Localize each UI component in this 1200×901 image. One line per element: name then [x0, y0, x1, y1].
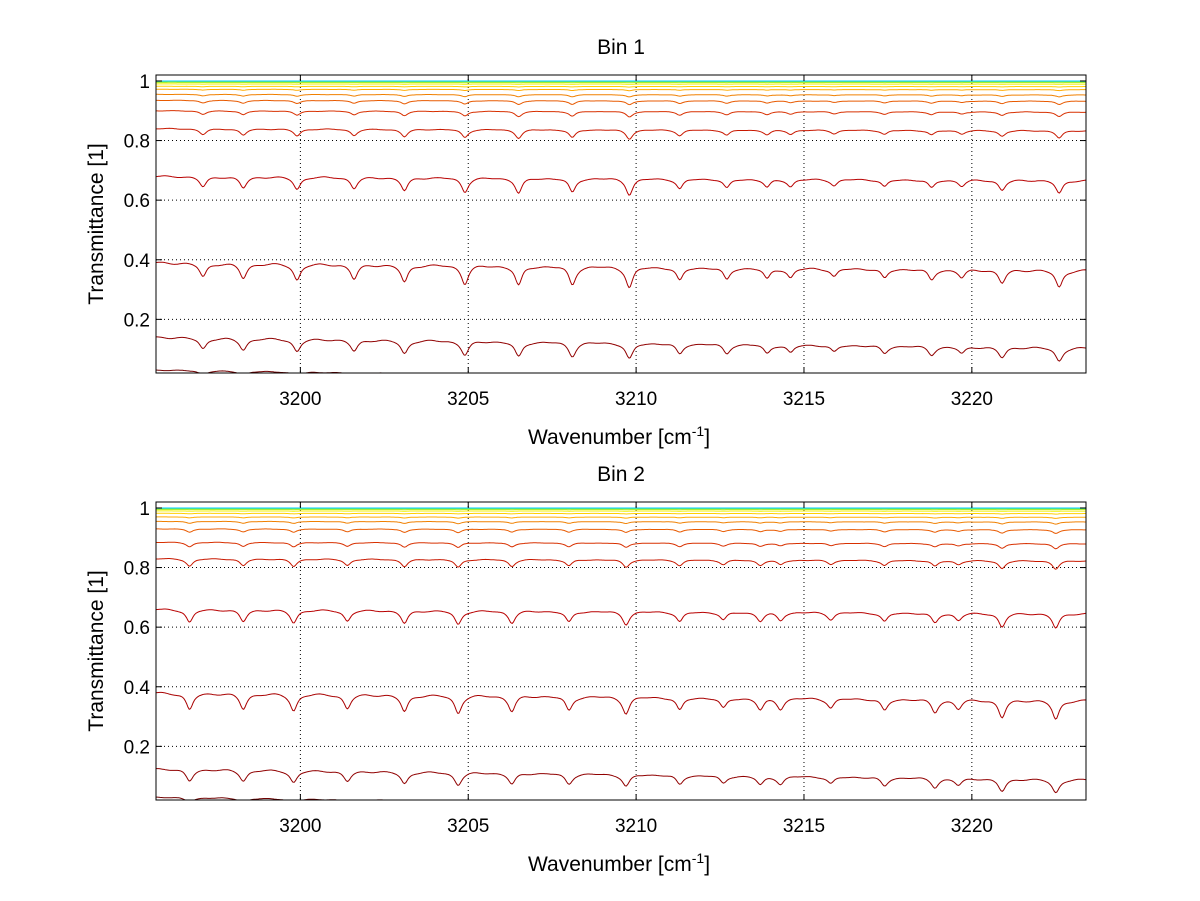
series-line [155, 608, 1087, 629]
series-line [156, 127, 1087, 140]
series-line [156, 88, 1086, 92]
y-tick-label: 0.8 [124, 132, 150, 153]
x-tick-label: 3210 [615, 389, 657, 410]
x-tick-label: 3215 [783, 389, 825, 410]
x-axis-label-exponent: -1 [692, 423, 705, 439]
series-line [155, 691, 1087, 720]
y-tick-label: 1 [139, 499, 150, 520]
x-axis-label-text: Wavenumber [cm [528, 853, 692, 876]
x-axis-label-exponent: -1 [692, 850, 705, 866]
y-axis-label: Transmittance [1] [85, 143, 108, 304]
x-tick-label: 3210 [615, 816, 657, 837]
x-tick-label: 3220 [951, 389, 993, 410]
x-axis-label-text: Wavenumber [cm [528, 426, 692, 449]
y-tick-label: 0.6 [124, 618, 150, 639]
plot-area [155, 74, 1087, 374]
y-tick-label: 0.4 [124, 251, 151, 272]
x-axis-label: Wavenumber [cm-1] [528, 423, 710, 449]
y-tick-label: 0.4 [124, 678, 151, 699]
x-axis-label-suffix: ] [704, 853, 710, 876]
series-line [156, 512, 1086, 515]
plot-area [155, 501, 1087, 801]
series-line [156, 110, 1087, 118]
x-tick-label: 3200 [279, 389, 321, 410]
y-tick-label: 0.8 [124, 559, 150, 580]
x-tick-label: 3220 [951, 816, 993, 837]
series-line [155, 768, 1087, 794]
series-line [156, 93, 1086, 98]
y-tick-label: 0.2 [124, 310, 150, 331]
x-tick-label: 3205 [447, 389, 489, 410]
series-line [156, 336, 1087, 362]
chart-bin-2: Bin 2 3200 3205 3210 3215 32200.20.40.60.81 … [85, 463, 1087, 876]
y-axis-label: Transmittance [1] [85, 570, 108, 731]
y-tick-label: 0.6 [124, 191, 150, 212]
series-line [156, 528, 1086, 534]
series-line [155, 99, 1087, 106]
grid [156, 75, 1086, 373]
x-axis-label: Wavenumber [cm-1] [528, 850, 710, 876]
x-tick-label: 3215 [783, 816, 825, 837]
series-line [155, 541, 1086, 550]
ticks: 3200 3205 3210 3215 3220 0.2 0.4 0.6 0.8 1 [124, 72, 1086, 410]
y-tick-label: 1 [139, 72, 150, 93]
x-tick-label: 3200 [279, 816, 321, 837]
series-group [155, 80, 1087, 374]
series-line [156, 520, 1086, 525]
series-line [156, 516, 1087, 519]
chart-bin-1: Bin 1 3200 3205 3210 3215 32200.20.40.60.81 … [85, 36, 1087, 449]
x-tick-label: 3205 [447, 816, 489, 837]
series-line [155, 261, 1087, 289]
chart-title: Bin 1 [597, 36, 645, 59]
series-group [155, 507, 1087, 801]
y-tick-label: 0.2 [124, 737, 150, 758]
ticks: 3200 3205 3210 3215 3220 0.2 0.4 0.6 0.8 1 [124, 499, 1086, 837]
series-line [156, 85, 1086, 88]
series-line [156, 558, 1087, 570]
x-axis-label-suffix: ] [704, 426, 710, 449]
series-line [155, 175, 1087, 196]
chart-title: Bin 2 [597, 463, 645, 486]
